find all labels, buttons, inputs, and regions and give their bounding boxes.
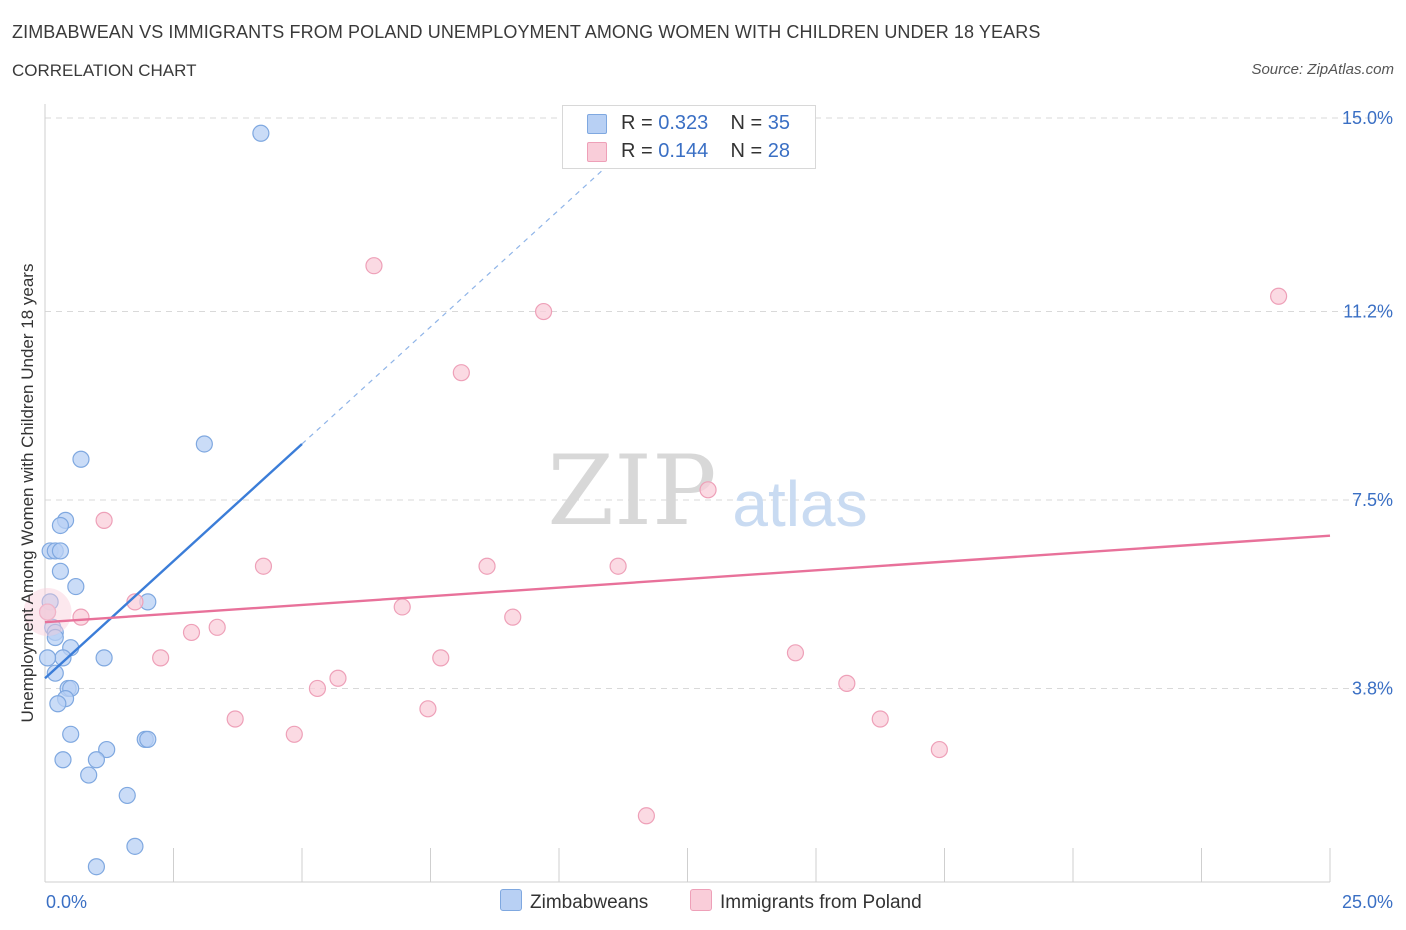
poland-point xyxy=(308,679,327,698)
poland-point xyxy=(152,649,170,667)
grid-layer xyxy=(45,117,1390,689)
zimbabwean-point xyxy=(87,858,106,876)
source-credit: Source: ZipAtlas.com xyxy=(1251,61,1394,78)
poland-point xyxy=(208,618,226,636)
tick-labels: 3.8% 7.5% 11.2% 15.0% 0.0% 25.0% xyxy=(46,108,1393,912)
zimbabwean-trend-extension xyxy=(301,153,622,445)
zimbabwean-point xyxy=(51,562,70,580)
zimbabwean-point xyxy=(195,435,213,453)
legend-label-poland: Immigrants from Poland xyxy=(720,892,922,913)
y-tick-label: 3.8% xyxy=(1352,678,1393,698)
x-tick-label: 0.0% xyxy=(46,892,87,912)
poland-point xyxy=(72,608,90,626)
poland-point xyxy=(504,608,522,626)
poland-point xyxy=(393,598,411,616)
legend-r-label: R = xyxy=(621,140,659,162)
poland-point xyxy=(285,725,303,743)
zimbabwean-point xyxy=(38,649,57,667)
trend-layer xyxy=(44,153,1331,680)
poland-point xyxy=(838,674,856,692)
zimbabwean-point xyxy=(46,664,64,682)
poland-point xyxy=(609,557,627,575)
zimbabwean-point xyxy=(252,124,270,142)
legend-n-value: 35 xyxy=(767,112,791,134)
poland-point xyxy=(329,669,347,687)
y-tick-label: 15.0% xyxy=(1342,108,1393,128)
zimbabwean-point xyxy=(67,577,85,596)
points-layer xyxy=(23,124,1288,876)
zimbabwean-point xyxy=(46,628,64,647)
legend-swatch-blue xyxy=(587,114,607,134)
poland-point xyxy=(871,710,889,728)
poland-point xyxy=(699,481,717,499)
poland-point xyxy=(637,807,655,825)
watermark-zip: ZIP xyxy=(547,435,716,547)
legend-r-value: 0.323 xyxy=(658,112,709,134)
stats-legend: R = 0.323 N = 35 R = 0.144 N = 28 xyxy=(562,105,816,169)
poland-point xyxy=(226,710,244,728)
chart-title: ZIMBABWEAN VS IMMIGRANTS FROM POLAND UNE… xyxy=(12,22,1041,42)
poland-point xyxy=(930,740,948,759)
legend-swatch-pink xyxy=(587,142,607,162)
zimbabwean-point xyxy=(62,725,80,743)
poland-point xyxy=(432,649,450,667)
zimbabwean-trend-line xyxy=(44,443,303,680)
poland-point xyxy=(38,603,57,621)
zimbabwean-point xyxy=(51,542,70,560)
y-tick-label: 7.5% xyxy=(1352,490,1393,510)
poland-point xyxy=(1269,287,1288,305)
zimbabwean-point xyxy=(98,740,116,759)
legend-r-label: R = xyxy=(621,112,659,134)
legend-swatch-pink xyxy=(690,889,712,911)
legend-n-value: 28 xyxy=(767,140,791,162)
watermark-atlas: atlas xyxy=(732,468,867,540)
poland-point xyxy=(534,302,553,321)
watermark: ZIP atlas xyxy=(547,435,867,547)
zimbabwean-point xyxy=(51,516,70,535)
zimbabwean-point xyxy=(87,751,106,769)
poland-point xyxy=(126,593,144,611)
poland-point xyxy=(254,557,273,575)
poland-point xyxy=(478,557,496,575)
axis-layer xyxy=(44,104,1331,883)
zimbabwean-point xyxy=(80,766,98,784)
zimbabwean-point xyxy=(118,786,136,805)
bottom-legend-poland: Immigrants from Poland xyxy=(690,889,922,914)
zimbabwean-point xyxy=(139,730,157,748)
poland-point xyxy=(365,257,383,275)
poland-point xyxy=(786,644,805,662)
poland-point xyxy=(419,700,437,718)
zimbabwean-point xyxy=(72,450,90,468)
zimbabwean-point xyxy=(126,837,144,855)
legend-n-label: N = xyxy=(730,140,768,162)
zimbabwean-point xyxy=(95,649,113,667)
legend-swatch-blue xyxy=(500,889,522,911)
poland-point xyxy=(95,511,113,529)
x-tick-label: 25.0% xyxy=(1342,892,1393,912)
poland-cluster-point xyxy=(23,588,72,637)
legend-label-zimbabweans: Zimbabweans xyxy=(530,892,649,913)
zimbabwean-point xyxy=(49,695,67,713)
legend-r-value: 0.144 xyxy=(658,140,709,162)
y-axis-label: Unemployment Among Women with Children U… xyxy=(18,263,37,723)
bottom-legend-zimbabweans: Zimbabweans xyxy=(500,889,648,914)
poland-point xyxy=(452,364,470,382)
legend-n-label: N = xyxy=(730,112,768,134)
y-tick-label: 11.2% xyxy=(1343,302,1393,322)
poland-trend-line xyxy=(44,534,1331,624)
chart-subtitle: CORRELATION CHART xyxy=(12,61,197,80)
zimbabwean-point xyxy=(54,751,72,769)
poland-point xyxy=(182,623,201,642)
